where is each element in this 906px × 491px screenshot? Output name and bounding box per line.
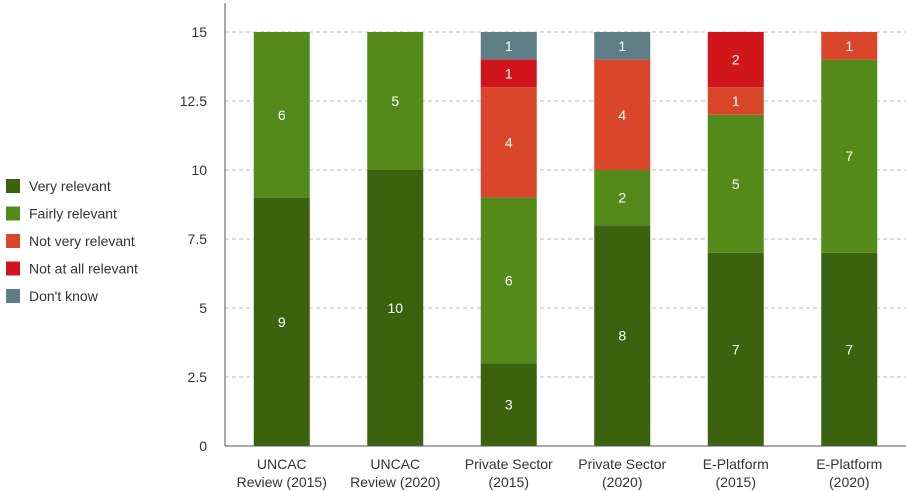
bar-segment bbox=[480, 59, 537, 88]
x-axis: UNCAC Review (2015) UNCAC Review (2020) Priv… bbox=[225, 445, 906, 490]
bar-segment bbox=[594, 59, 651, 170]
bar-segment bbox=[707, 252, 764, 446]
data-label: 4 bbox=[618, 107, 626, 123]
data-label: 6 bbox=[505, 272, 513, 288]
bar-segment bbox=[480, 32, 537, 60]
bar-segment bbox=[480, 197, 537, 364]
data-label: 2 bbox=[618, 190, 626, 206]
data-label: 1 bbox=[845, 38, 853, 54]
bar-segment bbox=[594, 32, 651, 60]
gridlines bbox=[225, 31, 906, 378]
x-tick-label: (2015) bbox=[489, 474, 529, 490]
x-tick-label: Review (2020) bbox=[350, 474, 440, 490]
x-tick-label: Private Sector bbox=[465, 456, 553, 472]
x-tick-label: UNCAC bbox=[257, 456, 307, 472]
x-tick-label: UNCAC bbox=[370, 456, 420, 472]
legend-swatch bbox=[6, 289, 20, 303]
data-label: 10 bbox=[387, 300, 403, 316]
y-tick-label: 0 bbox=[199, 438, 207, 454]
data-label: 1 bbox=[505, 65, 513, 81]
legend-swatch bbox=[6, 179, 20, 193]
bar-segment bbox=[367, 170, 424, 446]
bar-segment bbox=[707, 87, 764, 115]
legend-swatch bbox=[6, 206, 20, 221]
y-tick-label: 2.5 bbox=[188, 369, 208, 385]
data-label: 3 bbox=[505, 397, 513, 413]
data-label: 1 bbox=[505, 38, 513, 54]
y-tick-label: 12.5 bbox=[180, 93, 207, 109]
legend-swatch bbox=[6, 261, 20, 276]
legend-label: Fairly relevant bbox=[29, 206, 117, 222]
x-tick-label: (2020) bbox=[602, 474, 642, 490]
legend: Very relevant Fairly relevant Not very rel… bbox=[6, 178, 138, 304]
x-tick-label: Private Sector bbox=[578, 456, 666, 472]
data-label: 4 bbox=[505, 134, 513, 150]
legend-label: Not very relevant bbox=[29, 233, 135, 249]
data-label: 5 bbox=[391, 93, 399, 109]
bar-segment bbox=[594, 170, 651, 226]
bars: 9 6 10 5 3 6 4 1 1 8 2 4 1 7 5 1 2 7 7 1 bbox=[253, 32, 878, 446]
data-label: 7 bbox=[732, 341, 740, 357]
bar-segment bbox=[821, 32, 878, 60]
legend-swatch bbox=[6, 234, 20, 248]
y-tick-label: 5 bbox=[199, 300, 207, 316]
x-tick-label: E-Platform bbox=[703, 456, 769, 472]
legend-label: Not at all relevant bbox=[29, 261, 138, 277]
y-tick-label: 10 bbox=[191, 162, 207, 178]
bar-segment bbox=[253, 32, 310, 198]
data-label: 7 bbox=[845, 148, 853, 164]
y-tick-label: 7.5 bbox=[188, 231, 208, 247]
y-tick-label: 15 bbox=[191, 24, 207, 40]
bar-segment bbox=[367, 32, 424, 170]
bar-segment bbox=[707, 32, 764, 88]
bar-segment bbox=[821, 59, 878, 253]
legend-label: Don't know bbox=[29, 288, 99, 304]
bar-segment bbox=[707, 114, 764, 253]
data-label: 1 bbox=[732, 93, 740, 109]
y-axis: 0 2.5 5 7.5 10 12.5 15 bbox=[180, 3, 226, 454]
bar-segment bbox=[480, 363, 537, 446]
data-label: 7 bbox=[845, 341, 853, 357]
bar-segment bbox=[253, 197, 310, 446]
bar-segment bbox=[594, 225, 651, 446]
data-label: 1 bbox=[618, 38, 626, 54]
data-label: 5 bbox=[732, 176, 740, 192]
bar-segment bbox=[480, 87, 537, 198]
data-label: 9 bbox=[278, 314, 286, 330]
x-tick-label: (2015) bbox=[716, 474, 756, 490]
data-label: 8 bbox=[618, 328, 626, 344]
x-tick-label: (2020) bbox=[829, 474, 869, 490]
legend-label: Very relevant bbox=[29, 178, 111, 194]
x-tick-label: E-Platform bbox=[816, 456, 882, 472]
x-tick-label: Review (2015) bbox=[237, 474, 327, 490]
data-label: 6 bbox=[278, 107, 286, 123]
bar-segment bbox=[821, 252, 878, 446]
data-label: 2 bbox=[732, 52, 740, 68]
